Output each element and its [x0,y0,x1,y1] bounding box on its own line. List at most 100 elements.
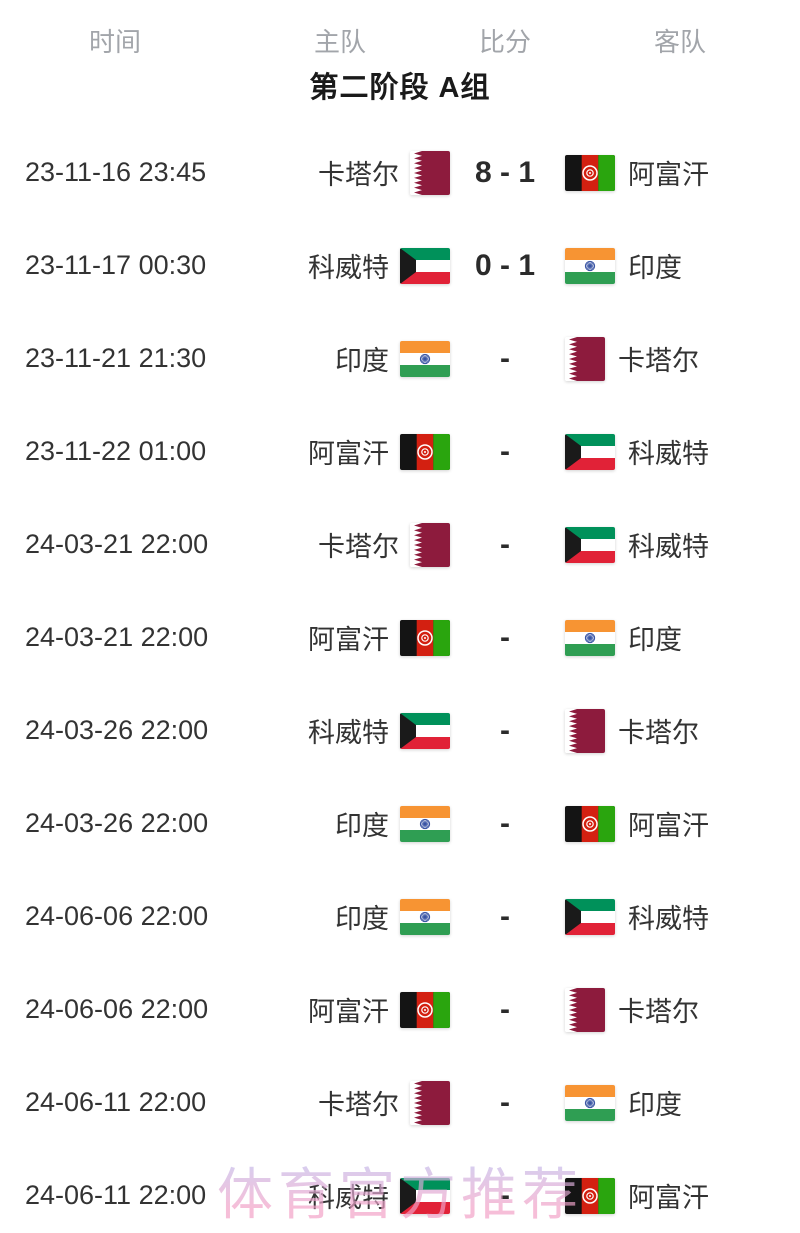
home-team-name: 卡塔尔 [318,532,399,562]
match-row[interactable]: 24-06-11 22:00 卡塔尔 - 印度 [0,1056,800,1149]
match-list: 23-11-16 23:45 卡塔尔 8 - 1 阿富汗 23-11-17 00… [0,126,800,1233]
home-team-name: 印度 [335,811,389,841]
match-score: - [500,1178,510,1212]
flag-afghanistan-icon [565,154,615,191]
home-team-name: 阿富汗 [308,997,389,1027]
home-team-name: 阿富汗 [308,439,389,469]
match-score: - [500,620,510,654]
flag-india-icon [400,898,450,935]
home-team: 阿富汗 [230,432,450,471]
flag-afghanistan-icon [565,1177,615,1214]
flag-india-icon [400,805,450,842]
away-team-name: 印度 [628,1090,682,1120]
match-score: - [500,899,510,933]
home-team: 科威特 [230,246,450,285]
flag-india-icon [565,1084,615,1121]
flag-kuwait-icon [400,247,450,284]
flag-india-icon [565,247,615,284]
home-team: 阿富汗 [230,618,450,657]
column-header-score: 比分 [478,26,531,57]
away-team-name: 阿富汗 [628,160,709,190]
match-row[interactable]: 24-03-21 22:00 阿富汗 - 印度 [0,591,800,684]
home-team-name: 科威特 [308,1183,389,1213]
match-score: 8 - 1 [474,155,536,189]
flag-qatar-icon [410,1080,450,1125]
away-team-name: 印度 [628,253,682,283]
away-team-name: 阿富汗 [628,811,709,841]
away-team-name: 卡塔尔 [618,997,699,1027]
home-team: 卡塔尔 [230,522,450,567]
flag-qatar-icon [410,150,450,195]
match-time: 23-11-16 23:45 [25,157,207,187]
away-team: 印度 [560,246,800,285]
away-team-name: 科威特 [628,532,709,562]
away-team: 阿富汗 [560,1176,800,1215]
flag-qatar-icon [565,708,605,753]
away-team-name: 卡塔尔 [618,718,699,748]
away-team: 科威特 [560,525,800,564]
away-team-name: 科威特 [628,904,709,934]
stage-title: 第二阶段 A组 [309,72,491,104]
match-time: 24-03-21 22:00 [25,622,209,652]
away-team: 科威特 [560,897,800,936]
home-team-name: 科威特 [308,253,389,283]
column-header-away: 客队 [653,26,706,57]
home-team-name: 科威特 [308,718,389,748]
match-time: 24-03-26 22:00 [25,715,209,745]
away-team: 科威特 [560,432,800,471]
match-time: 24-06-06 22:00 [25,994,209,1024]
flag-kuwait-icon [400,712,450,749]
away-team-name: 卡塔尔 [618,346,699,376]
match-row[interactable]: 23-11-21 21:30 印度 - 卡塔尔 [0,312,800,405]
match-row[interactable]: 24-03-26 22:00 科威特 - 卡塔尔 [0,684,800,777]
flag-india-icon [565,619,615,656]
home-team: 印度 [230,804,450,843]
home-team: 阿富汗 [230,990,450,1029]
away-team: 卡塔尔 [560,708,800,753]
away-team: 印度 [560,618,800,657]
away-team-name: 阿富汗 [628,1183,709,1213]
flag-india-icon [400,340,450,377]
home-team-name: 印度 [335,346,389,376]
home-team-name: 卡塔尔 [318,160,399,190]
match-score: - [500,713,510,747]
match-score: - [500,434,510,468]
match-row[interactable]: 23-11-22 01:00 阿富汗 - 科威特 [0,405,800,498]
table-header: 时间 主队 比分 客队 [0,16,800,64]
flag-qatar-icon [410,522,450,567]
flag-afghanistan-icon [400,433,450,470]
match-row[interactable]: 24-06-06 22:00 印度 - 科威特 [0,870,800,963]
match-score: - [500,1085,510,1119]
column-header-time: 时间 [88,26,141,57]
match-time: 24-06-11 22:00 [25,1180,207,1210]
away-team: 阿富汗 [560,153,800,192]
match-score: - [500,527,510,561]
flag-afghanistan-icon [565,805,615,842]
home-team: 科威特 [230,711,450,750]
away-team-name: 科威特 [628,439,709,469]
match-row[interactable]: 24-06-11 22:00 科威特 - 阿富汗 [0,1149,800,1233]
match-score: - [500,341,510,375]
match-row[interactable]: 24-03-21 22:00 卡塔尔 - 科威特 [0,498,800,591]
away-team: 卡塔尔 [560,336,800,381]
match-time: 24-03-26 22:00 [25,808,209,838]
away-team: 阿富汗 [560,804,800,843]
flag-afghanistan-icon [400,991,450,1028]
flag-kuwait-icon [565,898,615,935]
match-row[interactable]: 23-11-17 00:30 科威特 0 - 1 印度 [0,219,800,312]
flag-kuwait-icon [565,433,615,470]
flag-qatar-icon [565,987,605,1032]
home-team: 印度 [230,897,450,936]
match-time: 23-11-17 00:30 [25,250,207,280]
match-score: 0 - 1 [474,248,536,282]
home-team-name: 卡塔尔 [318,1090,399,1120]
away-team: 印度 [560,1083,800,1122]
match-row[interactable]: 23-11-16 23:45 卡塔尔 8 - 1 阿富汗 [0,126,800,219]
home-team-name: 印度 [335,904,389,934]
match-time: 24-06-06 22:00 [25,901,209,931]
match-row[interactable]: 24-03-26 22:00 印度 - 阿富汗 [0,777,800,870]
match-score: - [500,806,510,840]
match-row[interactable]: 24-06-06 22:00 阿富汗 - 卡塔尔 [0,963,800,1056]
flag-kuwait-icon [400,1177,450,1214]
home-team: 科威特 [230,1176,450,1215]
